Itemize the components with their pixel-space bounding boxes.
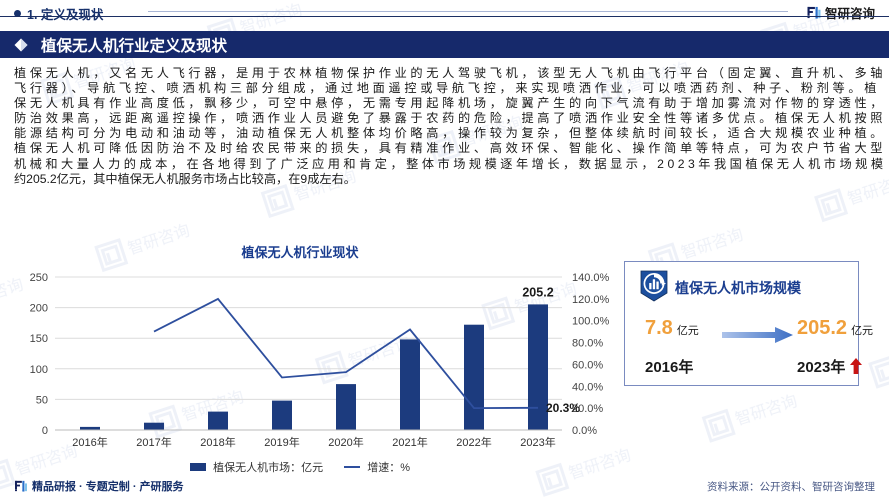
svg-text:120.0%: 120.0%: [572, 294, 610, 306]
svg-text:0.0%: 0.0%: [572, 425, 597, 437]
svg-text:2021年: 2021年: [392, 435, 427, 449]
svg-text:2020年: 2020年: [328, 435, 363, 449]
svg-text:2022年: 2022年: [456, 435, 491, 449]
svg-text:200: 200: [30, 303, 48, 315]
svg-text:100.0%: 100.0%: [572, 316, 610, 328]
svg-text:20.3%: 20.3%: [546, 401, 580, 415]
svg-text:2023年: 2023年: [520, 435, 555, 449]
svg-text:60.0%: 60.0%: [572, 359, 603, 371]
svg-text:80.0%: 80.0%: [572, 338, 603, 350]
svg-text:250: 250: [30, 272, 48, 284]
svg-text:205.2: 205.2: [522, 285, 553, 299]
svg-text:100: 100: [30, 364, 48, 376]
svg-text:140.0%: 140.0%: [572, 272, 610, 284]
svg-text:0: 0: [42, 425, 48, 437]
svg-text:2019年: 2019年: [264, 435, 299, 449]
svg-text:2016年: 2016年: [72, 435, 107, 449]
svg-text:40.0%: 40.0%: [572, 381, 603, 393]
svg-text:2017年: 2017年: [136, 435, 171, 449]
svg-text:50: 50: [36, 394, 48, 406]
svg-text:2018年: 2018年: [200, 435, 235, 449]
svg-text:150: 150: [30, 333, 48, 345]
